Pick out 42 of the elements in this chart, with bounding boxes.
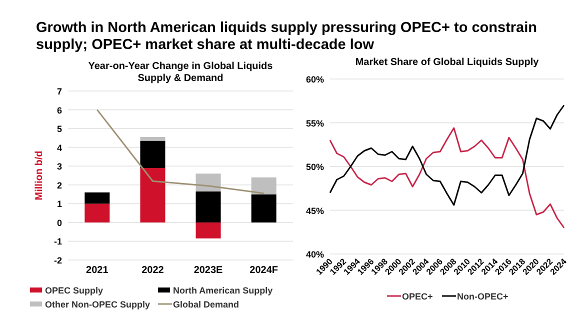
y-tick-label: 60% [306, 74, 324, 84]
y-tick-label: 55% [306, 118, 324, 128]
bar [196, 191, 221, 222]
y-tick-label: 3 [56, 162, 62, 172]
y-tick-label: 6 [56, 105, 62, 116]
chart-title: Market Share of Global Liquids Supply [355, 57, 540, 68]
y-tick-label: 45% [306, 206, 324, 216]
x-tick-label: 2022 [142, 265, 164, 276]
x-tick-label: 2024F [250, 265, 278, 276]
legend-label: Other Non-OPEC Supply [45, 300, 150, 310]
y-tick-label: -2 [54, 256, 62, 266]
line-series [329, 104, 565, 206]
y-tick-label: 4 [56, 142, 62, 153]
bar [196, 174, 221, 192]
x-tick-label: 2021 [86, 265, 109, 276]
bar [251, 177, 276, 194]
bar [84, 192, 110, 204]
chart-title: Growth in North American liquids supply pressuring OPEC+ to constrain supply; OPEC+ market share at multi-decade low [36, 20, 537, 53]
chart-subtitle: Year-on-Year Change in Global Liquids Supply & Demand [88, 61, 274, 84]
legend-label: OPEC Supply [45, 286, 104, 296]
y-axis-title: Million b/d [34, 150, 45, 200]
y-tick-label: 50% [306, 162, 324, 172]
bar [84, 204, 110, 222]
y-tick-label: 7 [56, 86, 62, 96]
y-tick-label: 40% [306, 250, 324, 260]
bar [140, 140, 166, 168]
legend-label: Non-OPEC+ [457, 292, 508, 302]
y-tick-label: 5 [56, 124, 62, 134]
bar [251, 194, 276, 222]
line-series [329, 127, 565, 228]
bar [196, 222, 221, 238]
bar [140, 137, 166, 141]
x-tick-label: 2023E [194, 265, 224, 276]
y-tick-label: 2 [56, 180, 62, 190]
legend-label: North American Supply [173, 286, 273, 296]
line-series [96, 109, 265, 194]
y-tick-label: 0 [56, 218, 62, 228]
legend-label: Global Demand [173, 300, 240, 310]
y-tick-label: -1 [54, 236, 62, 247]
bar [140, 168, 166, 222]
legend-label: OPEC+ [402, 292, 433, 302]
y-tick-label: 1 [56, 199, 62, 210]
